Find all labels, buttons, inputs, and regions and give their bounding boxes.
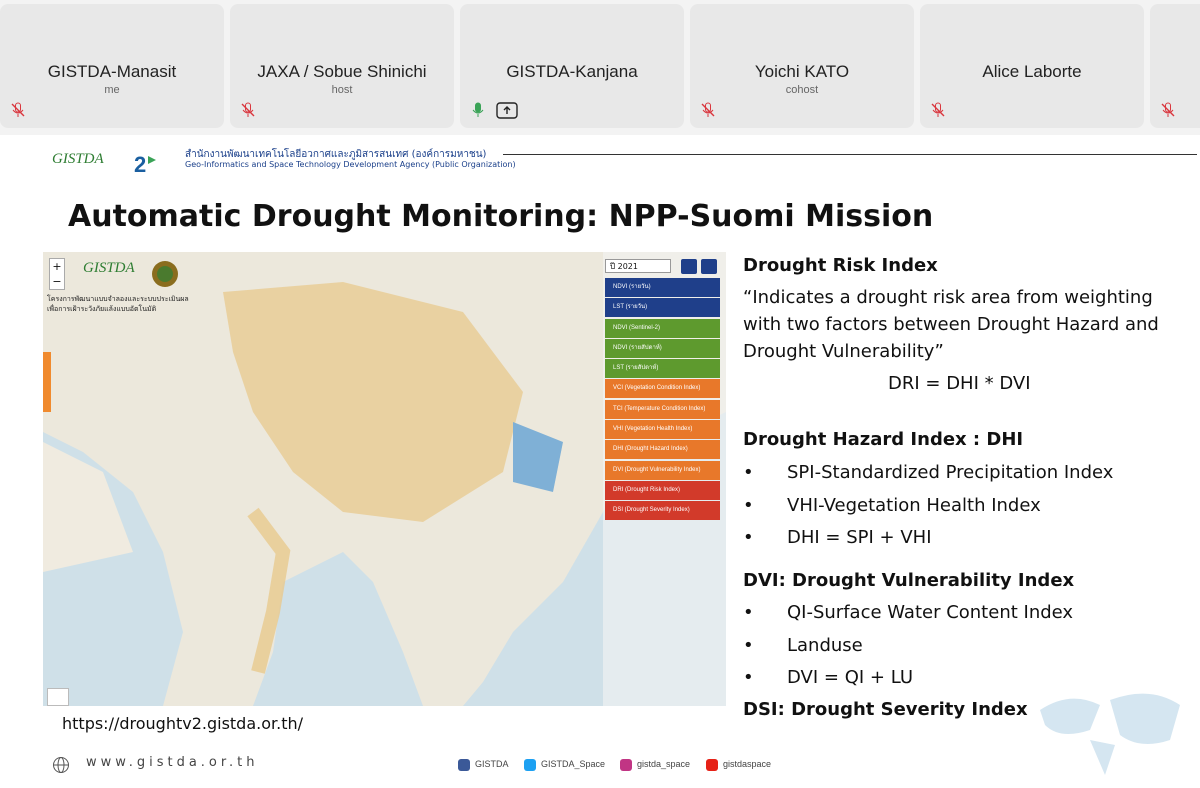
participant-role: cohost (785, 84, 819, 96)
share-icon (496, 102, 518, 119)
menu-header: ปี 2021 (605, 258, 720, 276)
participant-tile[interactable]: GISTDA-Manasit me (0, 4, 224, 128)
participant-strip: GISTDA-Manasit me JAXA / Sobue Shinichi hos… (0, 0, 1200, 135)
map-emblem (152, 261, 178, 287)
social-handle: GISTDA (475, 759, 509, 769)
quote-line: with two factors between Drought Hazard … (743, 314, 1159, 335)
social-handle: gistdaspace (723, 759, 772, 769)
quote-line: “Indicates a drought risk area from weig… (743, 287, 1153, 308)
layer-button[interactable]: NDVI (รายวัน) (605, 278, 720, 297)
participant-name: GISTDA-Manasit (47, 62, 177, 81)
layer-button[interactable]: VHI (Vegetation Health Index) (605, 420, 720, 440)
shared-slide: GISTDA 2 สำนักงานพัฒนาเทคโนโลยีอวกาศและภ… (0, 135, 1200, 788)
globe-icon (53, 757, 69, 773)
map-caption-line: เพื่อการเฝ้าระวังภัยแล้งแบบอัตโนมัติ (47, 305, 157, 313)
year-select[interactable]: ปี 2021 (605, 259, 671, 273)
mic-icon (1161, 102, 1175, 117)
refresh-button[interactable] (681, 259, 697, 274)
participant-role: me (104, 84, 120, 96)
participant-role: host (331, 84, 353, 96)
org-en: Geo-Informatics and Space Technology Dev… (185, 160, 516, 169)
layer-menu: ปี 2021 NDVI (รายวัน) LST (รายวัน) NDVI (S… (605, 258, 720, 522)
website: www.gistda.or.th (86, 755, 259, 770)
layer-button[interactable]: NDVI (รายสัปดาห์) (605, 338, 720, 358)
info-button[interactable] (701, 259, 717, 274)
section-heading: DVI: Drought Vulnerability Index (743, 570, 1075, 591)
layer-button[interactable]: TCI (Temperature Condition Index) (605, 399, 720, 419)
layers-button[interactable] (47, 688, 69, 706)
layer-button[interactable]: NDVI (Sentinel-2) (605, 318, 720, 338)
slide-title: Automatic Drought Monitoring: NPP-Suomi … (68, 199, 934, 234)
layer-button[interactable]: DHI (Drought Hazard Index) (605, 440, 720, 460)
layer-button[interactable]: DVI (Drought Vulnerability Index) (605, 460, 720, 480)
layer-button[interactable]: DRI (Drought Risk Index) (605, 480, 720, 500)
mic-icon (472, 102, 484, 117)
mic-icon (931, 102, 945, 117)
source-url: https://droughtv2.gistda.or.th/ (62, 714, 304, 733)
svg-text:2: 2 (134, 152, 146, 177)
social-icon (706, 759, 718, 771)
bullet-item: Landuse (743, 635, 863, 656)
formula: DRI = DHI * DVI (888, 373, 1031, 394)
bullet-item: DHI = SPI + VHI (743, 527, 931, 548)
social-icon (620, 759, 632, 771)
layer-button[interactable]: LST (รายสัปดาห์) (605, 359, 720, 379)
participant-name: JAXA / Sobue Shinichi (257, 62, 427, 81)
layer-button[interactable]: VCI (Vegetation Condition Index) (605, 379, 720, 399)
section-heading: DSI: Drought Severity Index (743, 699, 1028, 720)
map-caption: โครงการพัฒนาแบบจำลองและระบบประเมินผลเพื่… (47, 294, 189, 314)
participant-tile[interactable]: Bimal (1150, 4, 1200, 128)
mic-icon (241, 102, 255, 117)
section-heading: Drought Hazard Index : DHI (743, 429, 1024, 450)
participant-name: Alice Laborte (982, 62, 1082, 81)
world-graphic (1040, 693, 1180, 775)
participant-tile[interactable]: GISTDA-Kanjana (460, 4, 684, 128)
bullet-item: SPI-Standardized Precipitation Index (743, 462, 1113, 483)
participant-name: GISTDA-Kanjana (506, 62, 638, 81)
participant-tile[interactable]: Alice Laborte (920, 4, 1144, 128)
social-icon (458, 759, 470, 771)
mic-icon (11, 102, 25, 117)
zoom-controls[interactable]: + − (49, 258, 65, 290)
quote-line: Drought Vulnerability” (743, 341, 944, 362)
participant-tile[interactable]: JAXA / Sobue Shinichi host (230, 4, 454, 128)
mic-icon (701, 102, 715, 117)
map-logo: GISTDA (83, 260, 135, 276)
participant-name: Bimal (1150, 62, 1200, 82)
social-handle: gistda_space (637, 759, 691, 769)
logo: GISTDA (52, 151, 104, 167)
bullet-item: QI-Surface Water Content Index (743, 602, 1073, 623)
map: + − GISTDA โครงการพัฒนาแบบจำลองและระบบประ… (43, 252, 726, 706)
social-icon (524, 759, 536, 771)
participant-name: Yoichi KATO (754, 62, 850, 81)
header-rule (503, 154, 1197, 155)
org-thai: สำนักงานพัฒนาเทคโนโลยีอวกาศและภูมิสารสนเ… (185, 149, 487, 160)
section-heading: Drought Risk Index (743, 255, 938, 276)
bullet-item: VHI-Vegetation Health Index (743, 495, 1041, 516)
layer-button[interactable]: LST (รายวัน) (605, 298, 720, 318)
bullet-item: DVI = QI + LU (743, 667, 913, 688)
map-caption-line: โครงการพัฒนาแบบจำลองและระบบประเมินผล (47, 295, 189, 303)
participant-tile[interactable]: Yoichi KATO cohost (690, 4, 914, 128)
layer-button[interactable]: DSI (Drought Severity Index) (605, 501, 720, 521)
anniversary-logo: 2 (134, 152, 156, 177)
social-handle: GISTDA_Space (541, 759, 606, 769)
